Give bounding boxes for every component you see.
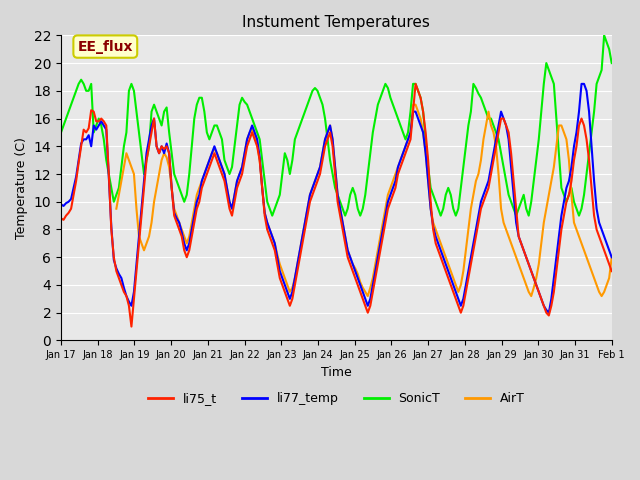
X-axis label: Time: Time bbox=[321, 366, 352, 379]
Text: EE_flux: EE_flux bbox=[77, 39, 133, 54]
Y-axis label: Temperature (C): Temperature (C) bbox=[15, 137, 28, 239]
Legend: li75_t, li77_temp, SonicT, AirT: li75_t, li77_temp, SonicT, AirT bbox=[143, 387, 530, 410]
Title: Instument Temperatures: Instument Temperatures bbox=[243, 15, 430, 30]
